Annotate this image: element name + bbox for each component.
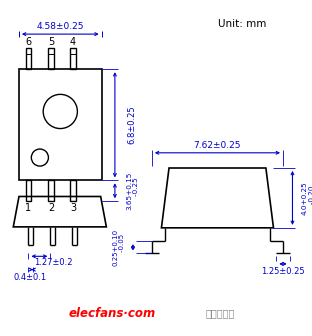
Text: 2: 2 bbox=[48, 203, 54, 213]
Text: 5: 5 bbox=[48, 37, 54, 47]
Text: 3: 3 bbox=[70, 203, 76, 213]
Text: 4: 4 bbox=[70, 37, 76, 47]
Text: 1: 1 bbox=[25, 203, 32, 213]
Text: 电子发烧友: 电子发烧友 bbox=[206, 308, 235, 318]
Text: Unit: mm: Unit: mm bbox=[218, 19, 266, 29]
Text: 1.27±0.2: 1.27±0.2 bbox=[34, 258, 73, 267]
Text: 4.58±0.25: 4.58±0.25 bbox=[37, 22, 84, 31]
Bar bbox=[48, 48, 54, 69]
Bar bbox=[19, 69, 102, 180]
Text: 4.0+0.25
   -0.20: 4.0+0.25 -0.20 bbox=[302, 181, 312, 215]
Text: 6: 6 bbox=[25, 37, 32, 47]
Text: 1.25±0.25: 1.25±0.25 bbox=[261, 267, 305, 276]
Text: 0.25+0.10
    -0.05: 0.25+0.10 -0.05 bbox=[112, 229, 125, 266]
Bar bbox=[48, 180, 54, 201]
Text: 0.4±0.1: 0.4±0.1 bbox=[14, 273, 47, 282]
Bar bbox=[70, 180, 76, 201]
Bar bbox=[26, 48, 31, 69]
Bar bbox=[26, 180, 31, 201]
Text: elecfans·com: elecfans·com bbox=[68, 307, 156, 320]
Text: 3.65+0.15
    -0.25: 3.65+0.15 -0.25 bbox=[126, 172, 139, 210]
Text: 7.62±0.25: 7.62±0.25 bbox=[194, 141, 241, 150]
Bar bbox=[70, 48, 76, 69]
Text: 6.8±0.25: 6.8±0.25 bbox=[128, 106, 136, 144]
